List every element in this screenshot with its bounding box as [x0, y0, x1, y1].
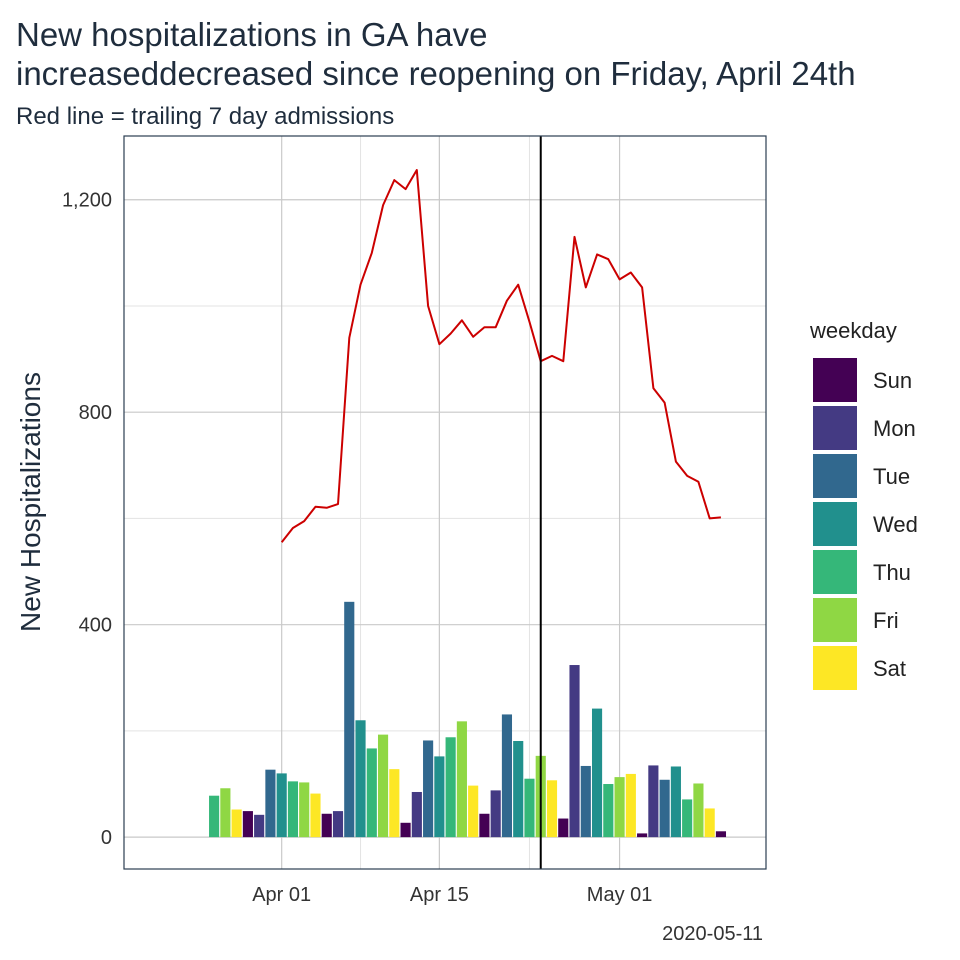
bar-2020-04-08 — [355, 720, 366, 838]
bar-2020-04-10 — [377, 734, 389, 838]
bar-2020-04-06 — [332, 811, 344, 838]
bar-2020-04-01 — [276, 773, 287, 838]
bar-2020-04-26 — [558, 818, 569, 838]
legend-swatch-wed — [813, 502, 857, 546]
bar-2020-04-21 — [501, 714, 513, 838]
chart-title-line-1: New hospitalizations in GA have — [16, 16, 487, 53]
bar-2020-04-12 — [400, 822, 411, 838]
bar-2020-05-09 — [704, 808, 715, 838]
legend-label-tue: Tue — [873, 464, 910, 489]
bar-2020-05-03 — [637, 833, 648, 838]
legend-title: weekday — [809, 318, 897, 343]
bar-2020-04-29 — [591, 708, 603, 838]
trailing-7day-line — [280, 169, 721, 543]
bar-2020-04-04 — [310, 793, 321, 838]
chart-title-line-2: increaseddecreased since reopening on Fr… — [16, 55, 856, 92]
bar-2020-05-05 — [659, 779, 670, 838]
bar-2020-03-29 — [242, 811, 253, 838]
panel-border — [123, 135, 767, 870]
y-tick-label: 0 — [101, 827, 112, 849]
x-tick-label: Apr 01 — [252, 884, 311, 906]
y-tick-label: 1,200 — [62, 190, 112, 212]
legend-swatch-sun — [813, 358, 857, 402]
legend-label-sat: Sat — [873, 656, 906, 681]
bar-2020-05-01 — [614, 777, 625, 838]
bar-2020-04-05 — [321, 813, 332, 838]
legend-label-thu: Thu — [873, 560, 911, 585]
chart-subtitle: Red line = trailing 7 day admissions — [16, 103, 394, 130]
legend-swatch-thu — [813, 550, 857, 594]
bar-2020-04-27 — [569, 665, 580, 838]
legend-label-wed: Wed — [873, 512, 918, 537]
chart-caption: 2020-05-11 — [662, 923, 763, 945]
bar-2020-04-25 — [546, 780, 558, 838]
bar-2020-03-31 — [265, 769, 276, 838]
legend: weekday Sun Mon Tue Wed Thu Fri Sat — [809, 318, 918, 690]
bar-2020-04-03 — [299, 782, 310, 838]
bar-2020-04-16 — [445, 737, 456, 838]
bar-2020-04-11 — [389, 769, 400, 838]
bar-2020-04-20 — [490, 790, 501, 838]
x-tick-label: Apr 15 — [410, 884, 469, 906]
bar-2020-04-30 — [603, 784, 614, 838]
legend-swatch-tue — [813, 454, 857, 498]
bar-2020-03-27 — [220, 788, 231, 838]
bar-2020-05-06 — [670, 766, 681, 838]
legend-swatch-sat — [813, 646, 857, 690]
bar-2020-05-08 — [693, 783, 704, 838]
bar-2020-04-28 — [580, 765, 591, 838]
bar-2020-03-28 — [231, 809, 242, 838]
bar-2020-04-02 — [287, 781, 299, 838]
bar-2020-04-22 — [513, 740, 524, 838]
bar-2020-03-30 — [254, 814, 265, 838]
bar-2020-04-13 — [411, 791, 422, 838]
legend-label-fri: Fri — [873, 608, 899, 633]
bar-2020-04-19 — [479, 813, 490, 838]
bar-2020-04-17 — [456, 721, 467, 838]
bar-2020-05-04 — [648, 765, 659, 838]
plot-area: 0 400 800 1,200 Apr 01 Apr 15 May 01 — [62, 135, 767, 906]
bar-2020-04-18 — [468, 785, 479, 838]
bar-2020-04-09 — [366, 748, 377, 838]
y-axis-label: New Hospitalizations — [15, 372, 46, 632]
bar-2020-04-07 — [344, 601, 355, 838]
y-tick-label: 400 — [79, 615, 112, 637]
bar-2020-04-14 — [423, 740, 434, 838]
bar-2020-05-07 — [682, 799, 693, 838]
bar-2020-04-15 — [434, 756, 445, 838]
y-tick-label: 800 — [79, 402, 112, 424]
legend-swatch-fri — [813, 598, 857, 642]
bar-2020-05-10 — [715, 831, 727, 838]
legend-label-mon: Mon — [873, 416, 916, 441]
bar-2020-03-26 — [209, 795, 220, 838]
legend-swatch-mon — [813, 406, 857, 450]
x-tick-label: May 01 — [587, 884, 653, 906]
bar-2020-05-02 — [625, 773, 636, 838]
legend-label-sun: Sun — [873, 368, 912, 393]
bar-2020-04-23 — [524, 778, 535, 838]
